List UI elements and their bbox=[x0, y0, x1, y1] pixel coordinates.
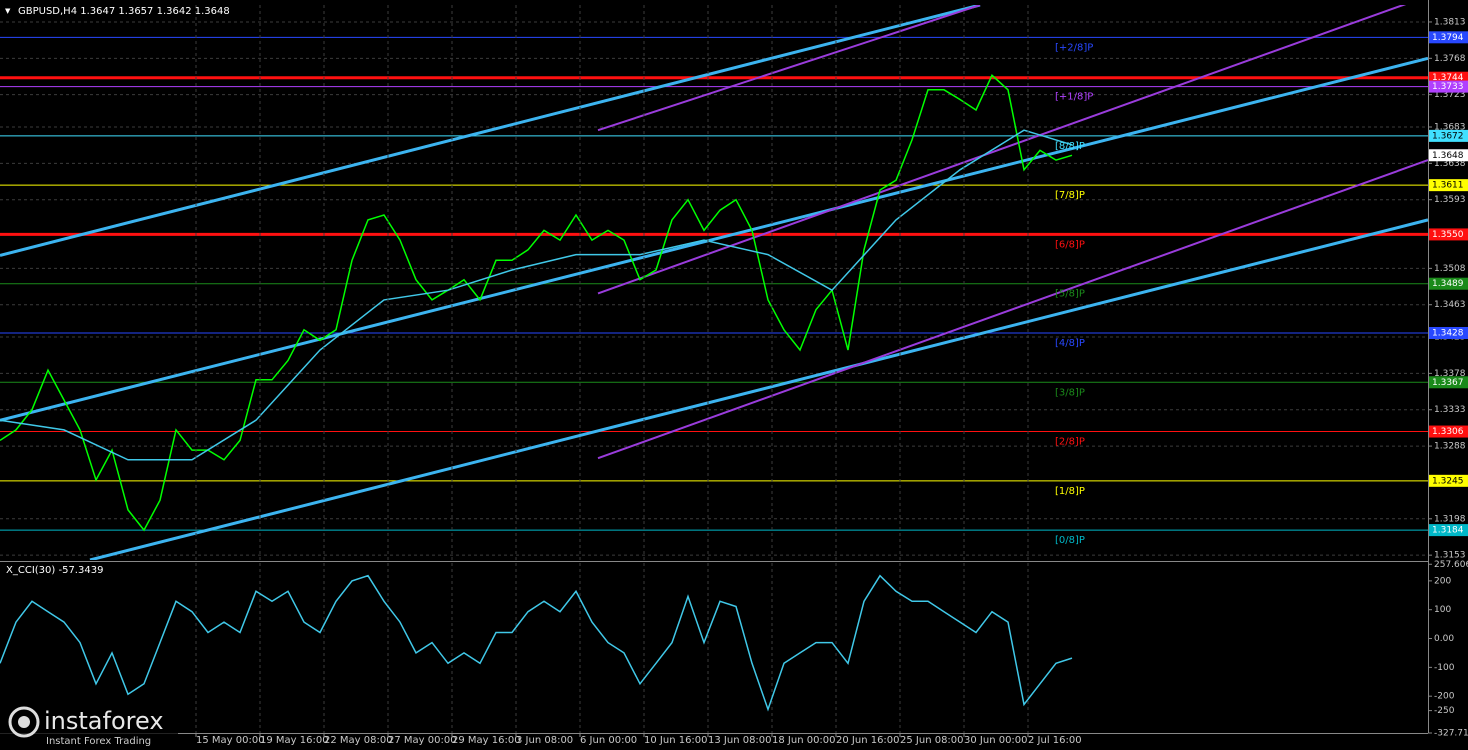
price-box bbox=[1429, 31, 1468, 44]
chart-title: GBPUSD,H4 1.3647 1.3657 1.3642 1.3648 bbox=[18, 6, 230, 17]
trend-line bbox=[0, 56, 1428, 422]
trend-line bbox=[597, 5, 981, 132]
y-tick-label: 1.3378 bbox=[1434, 369, 1466, 379]
series-line bbox=[0, 129, 1073, 461]
price-box bbox=[1429, 376, 1468, 389]
logo-name: instaforex bbox=[44, 707, 164, 735]
price-box-label: 1.3489 bbox=[1432, 279, 1464, 289]
y-tick-label: -327.719 bbox=[1434, 729, 1468, 739]
price-box bbox=[1429, 129, 1468, 142]
y-tick-label: 1.3463 bbox=[1434, 300, 1466, 310]
level-label: [5/8]P bbox=[1055, 289, 1085, 300]
x-tick-label: 3 Jun 08:00 bbox=[516, 735, 573, 746]
x-tick-label: 6 Jun 00:00 bbox=[580, 735, 637, 746]
price-box-label: 1.3367 bbox=[1432, 378, 1464, 388]
price-box bbox=[1429, 80, 1468, 93]
level-label: [+1/8]P bbox=[1055, 92, 1093, 103]
logo-icon bbox=[8, 706, 40, 738]
level-label: [6/8]P bbox=[1055, 239, 1085, 250]
y-tick-label: 0.00 bbox=[1434, 634, 1454, 644]
x-tick-label: 29 May 16:00 bbox=[452, 735, 521, 746]
level-label: [+2/8]P bbox=[1055, 42, 1093, 53]
y-tick-label: 1.3813 bbox=[1434, 17, 1466, 27]
current-price-label: 1.3648 bbox=[1432, 151, 1464, 161]
logo-tagline: Instant Forex Trading bbox=[46, 736, 151, 747]
price-box-label: 1.3733 bbox=[1432, 82, 1464, 92]
series-line bbox=[0, 574, 1073, 712]
y-tick-label: 100 bbox=[1434, 605, 1451, 615]
logo-bg bbox=[0, 704, 178, 750]
x-tick-label: 18 Jun 00:00 bbox=[772, 735, 836, 746]
price-box-label: 1.3744 bbox=[1432, 73, 1464, 83]
trend-line bbox=[597, 5, 1407, 295]
main-panel: 1.3813 1.3768 1.3723 1.3683 1.3638 1.3593 1.35… bbox=[0, 5, 1468, 561]
y-tick-label: 1.3683 bbox=[1434, 122, 1466, 132]
level-label: [4/8]P bbox=[1055, 338, 1085, 349]
price-box-label: 1.3672 bbox=[1432, 131, 1464, 141]
level-label: [7/8]P bbox=[1055, 190, 1085, 201]
logo-icon-core bbox=[18, 716, 30, 728]
price-box bbox=[1429, 474, 1468, 487]
y-tick-label: -200 bbox=[1434, 692, 1455, 702]
y-tick-label: 1.3333 bbox=[1434, 405, 1466, 415]
y-tick-label: 200 bbox=[1434, 576, 1451, 586]
trend-line bbox=[89, 218, 1428, 560]
price-box bbox=[1429, 179, 1468, 192]
price-box-label: 1.3184 bbox=[1432, 526, 1464, 536]
y-tick-label: 257.6065 bbox=[1434, 560, 1468, 570]
title-arrow: ▼ bbox=[5, 7, 11, 15]
price-box-label: 1.3306 bbox=[1432, 427, 1464, 437]
cci-panel: 257.6065 200 100 0.00 -100 -200 -250 -327.719 bbox=[0, 560, 1468, 739]
level-label: [0/8]P bbox=[1055, 535, 1085, 546]
y-tick-label: 1.3153 bbox=[1434, 551, 1466, 561]
x-tick-label: 10 Jun 16:00 bbox=[644, 735, 708, 746]
current-price-box bbox=[1429, 149, 1468, 162]
y-tick-label: 1.3198 bbox=[1434, 514, 1466, 524]
y-tick-label: 1.3288 bbox=[1434, 442, 1466, 452]
level-label: [1/8]P bbox=[1055, 486, 1085, 497]
price-box bbox=[1429, 425, 1468, 438]
y-tick-label: 1.3723 bbox=[1434, 90, 1466, 100]
x-tick-label: 27 May 00:00 bbox=[388, 735, 457, 746]
x-tick-label: 2 Jul 16:00 bbox=[1028, 735, 1082, 746]
x-tick-label: 25 Jun 08:00 bbox=[900, 735, 964, 746]
y-tick-label: 1.3593 bbox=[1434, 195, 1466, 205]
trend-line bbox=[597, 159, 1428, 460]
x-tick-label: 20 Jun 16:00 bbox=[836, 735, 900, 746]
price-box bbox=[1429, 228, 1468, 241]
x-tick-label: 13 Jun 08:00 bbox=[708, 735, 772, 746]
level-label: [3/8]P bbox=[1055, 387, 1085, 398]
price-box-label: 1.3245 bbox=[1432, 476, 1464, 486]
cci-title: X_CCI(30) -57.3439 bbox=[6, 565, 103, 576]
level-label: [2/8]P bbox=[1055, 437, 1085, 448]
price-box bbox=[1429, 524, 1468, 537]
x-tick-label: 19 May 16:00 bbox=[260, 735, 329, 746]
x-tick-label: 30 Jun 00:00 bbox=[964, 735, 1028, 746]
trend-line bbox=[0, 5, 981, 257]
plot-area bbox=[0, 574, 1073, 712]
y-tick-label: -100 bbox=[1434, 663, 1455, 673]
x-tick-label: 22 May 08:00 bbox=[324, 735, 393, 746]
price-box-label: 1.3550 bbox=[1432, 230, 1464, 240]
y-tick-label: 1.3768 bbox=[1434, 54, 1466, 64]
y-tick-label: 1.3508 bbox=[1434, 264, 1466, 274]
series-line bbox=[0, 74, 1073, 532]
y-tick-label: 1.3638 bbox=[1434, 159, 1466, 169]
plot-area bbox=[0, 5, 1428, 560]
x-tick-label: 15 May 00:00 bbox=[196, 735, 265, 746]
price-box-label: 1.3611 bbox=[1432, 181, 1464, 191]
price-box bbox=[1429, 326, 1468, 339]
price-box-label: 1.3428 bbox=[1432, 328, 1464, 338]
level-label: [8/8]P bbox=[1055, 141, 1085, 152]
price-box-label: 1.3794 bbox=[1432, 33, 1464, 43]
logo: instaforex Instant Forex Trading bbox=[0, 704, 178, 750]
y-tick-label: -250 bbox=[1434, 706, 1455, 716]
price-box bbox=[1429, 277, 1468, 290]
